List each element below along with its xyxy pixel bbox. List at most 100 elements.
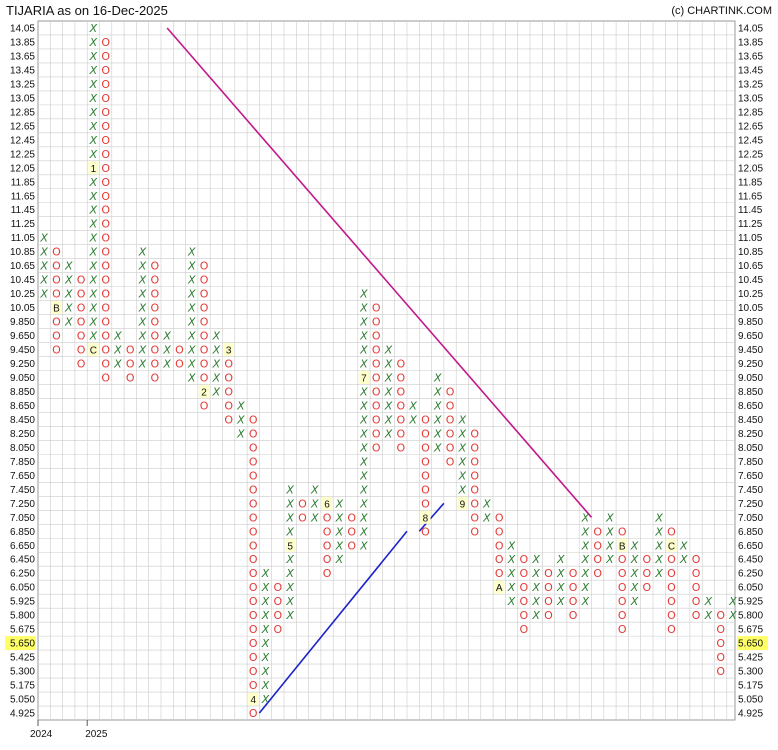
o-mark: O [52,274,61,287]
o-mark: O [421,441,430,454]
x-mark: X [605,553,614,566]
o-mark: O [249,497,258,510]
o-mark: O [347,511,356,524]
o-mark: O [249,595,258,608]
y-tick-right: 14.05 [738,23,763,34]
o-mark: O [77,288,86,301]
x-mark: X [581,581,590,594]
o-mark: O [470,427,479,440]
o-mark: O [421,483,430,496]
x-mark: X [187,316,196,329]
o-mark: O [249,637,258,650]
o-mark: O [175,358,184,371]
month-marker-bg [358,371,370,384]
x-mark: X [89,176,98,189]
o-mark: O [593,567,602,580]
x-mark: X [89,64,98,77]
o-mark: O [151,260,160,273]
o-mark: O [101,371,110,384]
o-mark: O [151,288,160,301]
month-marker: 1 [91,164,97,175]
x-mark: X [261,595,270,608]
x-mark: X [187,288,196,301]
o-mark: O [520,595,529,608]
o-mark: O [446,413,455,426]
y-tick-right: 12.85 [738,107,763,118]
x-mark: X [236,427,245,440]
x-mark: X [359,288,368,301]
o-mark: O [151,344,160,357]
o-mark: O [200,274,209,287]
month-marker-bg [494,580,505,594]
o-mark: O [52,344,61,357]
x-mark: X [64,288,73,301]
y-tick-left: 13.45 [10,65,35,76]
x-tick-label: 2024 [30,729,53,740]
month-marker-bg [666,538,677,552]
y-tick-right: 10.25 [738,289,763,300]
x-mark: X [285,553,294,566]
o-mark: O [667,567,676,580]
pnf-marks: XXXXXOOOOBOOOXXXXXOOOOOOOXXXXXXXXXX1XXXX… [39,22,737,720]
x-mark: X [89,246,98,259]
x-mark: X [605,511,614,524]
y-tick-right: 4.925 [738,709,763,720]
x-mark: X [310,511,319,524]
o-mark: O [569,567,578,580]
bullish-trendline [258,530,408,714]
x-mark: X [630,539,639,552]
y-tick-left: 8.050 [10,443,35,454]
x-mark: X [359,399,368,412]
y-tick-left: 13.05 [10,93,35,104]
x-mark: X [89,120,98,133]
o-mark: O [249,483,258,496]
o-mark: O [151,302,160,315]
y-tick-right: 7.250 [738,499,763,510]
x-mark: X [359,469,368,482]
y-tick-right: 5.925 [738,597,763,608]
x-mark: X [654,511,663,524]
o-mark: O [618,567,627,580]
y-tick-left: 7.250 [10,499,35,510]
month-marker-bg [617,538,628,552]
o-mark: O [101,288,110,301]
o-mark: O [101,218,110,231]
o-mark: O [101,134,110,147]
o-mark: O [372,385,381,398]
y-tick-left: 11.45 [11,205,36,216]
x-mark: X [384,399,393,412]
month-marker-bg [285,538,296,552]
o-mark: O [421,497,430,510]
x-mark: X [89,22,98,35]
x-mark: X [39,260,48,273]
month-marker-bg [420,510,431,524]
x-mark: X [704,609,713,622]
o-mark: O [544,581,553,594]
o-mark: O [446,441,455,454]
x-mark: X [458,455,467,468]
o-mark: O [372,399,381,412]
y-tick-right: 9.650 [738,331,763,342]
x-mark: X [654,553,663,566]
month-marker: A [496,583,503,594]
x-mark: X [359,344,368,357]
y-axis-right: 14.05 13.85 13.65 13.45 13.25 13.05 12.85 12.65… [737,23,768,720]
o-mark: O [175,344,184,357]
o-mark: O [470,441,479,454]
x-mark: X [89,218,98,231]
o-mark: O [249,651,258,664]
x-mark: X [138,344,147,357]
o-mark: O [101,106,110,119]
month-marker-bg [198,384,210,398]
x-mark: X [458,483,467,496]
o-mark: O [446,399,455,412]
x-mark: X [89,148,98,161]
o-mark: O [470,525,479,538]
x-mark: X [187,302,196,315]
y-tick-right: 12.45 [738,135,763,146]
bearish-trendline [166,27,593,518]
x-mark: X [359,385,368,398]
x-mark: X [113,330,122,343]
o-mark: O [667,553,676,566]
o-mark: O [446,427,455,440]
